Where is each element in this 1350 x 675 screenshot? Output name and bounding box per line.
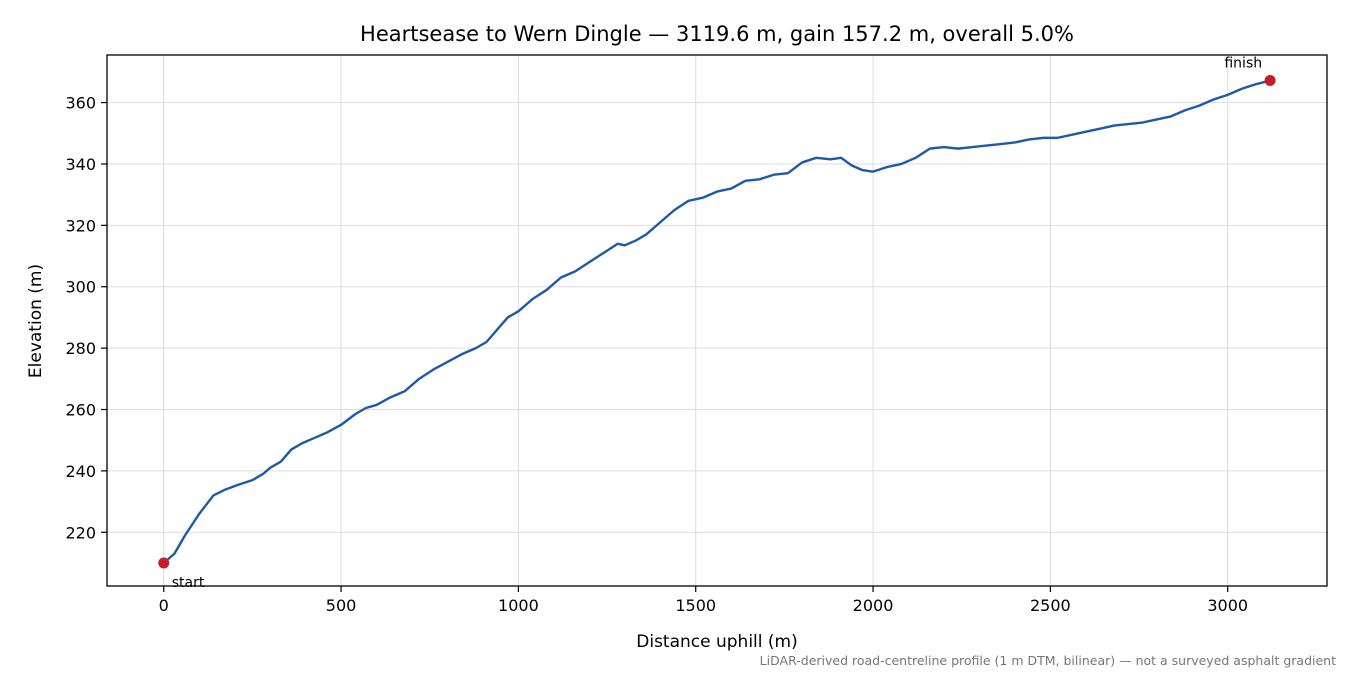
x-tick-label: 0 bbox=[159, 596, 169, 615]
y-tick-label: 220 bbox=[65, 523, 96, 542]
x-tick-label: 1500 bbox=[675, 596, 716, 615]
axes: 0 500 1000 1500 2000 2500 3000 220 240 260 280 300 3… bbox=[65, 54, 1328, 615]
chart-title: Heartsease to Wern Dingle — 3119.6 m, ga… bbox=[360, 22, 1074, 46]
x-tick-label: 2500 bbox=[1030, 596, 1071, 615]
finish-marker bbox=[1264, 74, 1276, 86]
y-tick-label: 360 bbox=[65, 94, 96, 113]
footnote: LiDAR-derived road-centreline profile (1… bbox=[760, 653, 1336, 668]
y-tick-label: 280 bbox=[65, 339, 96, 358]
y-tick-label: 260 bbox=[65, 401, 96, 420]
plot-frame bbox=[106, 54, 1328, 587]
x-tick-label: 3000 bbox=[1207, 596, 1248, 615]
start-marker bbox=[158, 557, 170, 569]
elevation-line bbox=[162, 79, 1272, 565]
y-tick-label: 300 bbox=[65, 278, 96, 297]
y-tick-label: 340 bbox=[65, 155, 96, 174]
finish-label: finish bbox=[1224, 55, 1262, 71]
plot-area: start finish bbox=[158, 55, 1276, 591]
x-axis-label: Distance uphill (m) bbox=[636, 632, 797, 652]
x-tick-label: 2000 bbox=[853, 596, 894, 615]
start-label: start bbox=[172, 575, 205, 591]
grid bbox=[107, 55, 1327, 586]
x-tick-label: 1000 bbox=[498, 596, 539, 615]
x-tick-label: 500 bbox=[326, 596, 357, 615]
y-tick-label: 240 bbox=[65, 462, 96, 481]
y-tick-label: 320 bbox=[65, 216, 96, 235]
y-axis-label: Elevation (m) bbox=[26, 264, 46, 378]
